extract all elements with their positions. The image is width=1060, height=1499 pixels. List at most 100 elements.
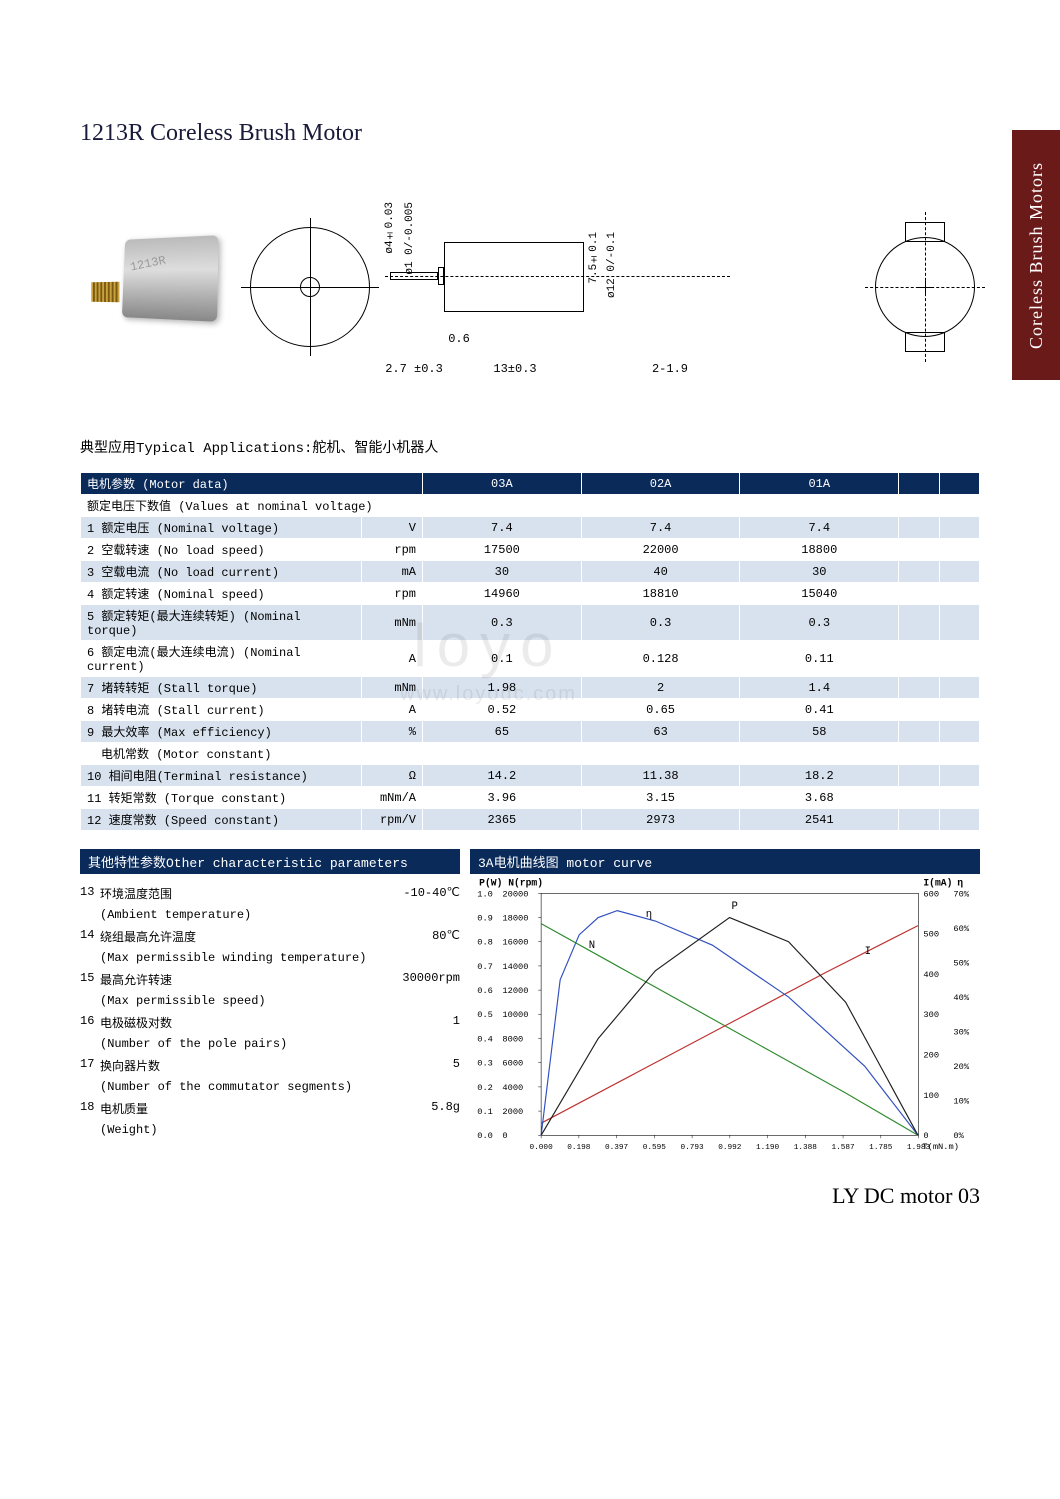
svg-text:40%: 40% <box>953 993 969 1003</box>
dim-shaft-inner: ø1 0/-0.005 <box>404 202 416 275</box>
row-value <box>940 539 979 560</box>
row-value: 3.96 <box>423 787 581 808</box>
svg-text:0.8: 0.8 <box>477 938 493 948</box>
row-value <box>940 605 979 640</box>
svg-text:18000: 18000 <box>502 913 528 923</box>
svg-text:400: 400 <box>923 970 939 980</box>
row-value: 2541 <box>740 809 898 830</box>
table-section: 电机常数 (Motor constant) <box>81 743 979 764</box>
svg-text:20%: 20% <box>953 1062 969 1072</box>
page-footer: LY DC motor 03 <box>832 1183 980 1209</box>
svg-text:1.0: 1.0 <box>477 889 493 899</box>
svg-text:300: 300 <box>923 1010 939 1020</box>
row-unit: mNm/A <box>362 787 422 808</box>
row-label: 12 速度常数 (Speed constant) <box>81 809 361 830</box>
row-value: 1.98 <box>423 677 581 698</box>
row-value <box>899 765 938 786</box>
row-label: 7 堵转转矩 (Stall torque) <box>81 677 361 698</box>
svg-text:1.190: 1.190 <box>756 1144 780 1152</box>
row-unit: mA <box>362 561 422 582</box>
row-value: 7.4 <box>740 517 898 538</box>
datasheet-page: Coreless Brush Motors 1213R Coreless Bru… <box>0 0 1060 1239</box>
row-value: 7.4 <box>423 517 581 538</box>
dim-shaft-dia: ø4±0.03 <box>384 202 396 254</box>
row-value <box>940 641 979 676</box>
row-unit: mNm <box>362 677 422 698</box>
svg-text:4000: 4000 <box>502 1083 523 1093</box>
row-value: 63 <box>582 721 740 742</box>
row-value <box>940 787 979 808</box>
row-unit: rpm <box>362 539 422 560</box>
typical-applications: 典型应用Typical Applications:舵机、智能小机器人 <box>80 437 980 457</box>
svg-text:N: N <box>589 940 595 952</box>
param-row: 17换向器片数5 <box>80 1054 460 1077</box>
row-label: 11 转矩常数 (Torque constant) <box>81 787 361 808</box>
page-title: 1213R Coreless Brush Motor <box>80 120 980 147</box>
svg-text:14000: 14000 <box>502 962 528 972</box>
table-row: 2 空载转速 (No load speed)rpm175002200018800 <box>81 539 979 560</box>
svg-text:600: 600 <box>923 889 939 899</box>
dim-body-dia: ø12 0/-0.1 <box>606 232 618 298</box>
row-value <box>899 583 938 604</box>
motor-curve-header: 3A电机曲线图 motor curve <box>470 849 980 874</box>
dim-body-h: 7.5±0.1 <box>588 232 600 284</box>
row-value: 0.3 <box>740 605 898 640</box>
row-value: 0.128 <box>582 641 740 676</box>
row-unit: % <box>362 721 422 742</box>
svg-text:0.2: 0.2 <box>477 1083 493 1093</box>
param-row: 14绕组最高允许温度80℃ <box>80 925 460 948</box>
row-value: 30 <box>423 561 581 582</box>
row-label: 8 堵转电流 (Stall current) <box>81 699 361 720</box>
row-value <box>940 765 979 786</box>
back-view-drawing <box>870 217 980 357</box>
svg-text:0.793: 0.793 <box>680 1144 704 1152</box>
row-value: 2 <box>582 677 740 698</box>
table-row: 4 额定转速 (Nominal speed)rpm149601881015040 <box>81 583 979 604</box>
svg-text:0%: 0% <box>953 1131 964 1141</box>
row-value <box>899 605 938 640</box>
row-label: 2 空载转速 (No load speed) <box>81 539 361 560</box>
svg-text:100: 100 <box>923 1091 939 1101</box>
row-value: 3.15 <box>582 787 740 808</box>
table-row: 6 额定电流(最大连续电流) (Nominal current)A0.10.12… <box>81 641 979 676</box>
row-value: 3.68 <box>740 787 898 808</box>
dim-shaft-len: 2.7 ±0.3 <box>382 362 446 376</box>
row-value: 0.3 <box>582 605 740 640</box>
row-value: 14.2 <box>423 765 581 786</box>
svg-text:12000: 12000 <box>502 986 528 996</box>
row-value: 17500 <box>423 539 581 560</box>
svg-text:20000: 20000 <box>502 889 528 899</box>
row-value: 18800 <box>740 539 898 560</box>
param-row: 13环境温度范围-10-40℃ <box>80 882 460 905</box>
motor-curve-chart: P(W)N(rpm)0.00.10.20.30.40.50.60.70.80.9… <box>470 874 980 1174</box>
svg-text:0: 0 <box>502 1131 507 1141</box>
row-value: 0.1 <box>423 641 581 676</box>
row-value: 18.2 <box>740 765 898 786</box>
row-value: 7.4 <box>582 517 740 538</box>
row-value: 2973 <box>582 809 740 830</box>
table-row: 7 堵转转矩 (Stall torque)mNm1.9821.4 <box>81 677 979 698</box>
svg-text:0: 0 <box>923 1131 928 1141</box>
svg-text:I: I <box>865 946 871 958</box>
row-label: 10 相间电阻(Terminal resistance) <box>81 765 361 786</box>
param-row-en: (Max permissible winding temperature) <box>80 948 460 968</box>
row-value <box>899 539 938 560</box>
svg-text:η: η <box>957 878 963 889</box>
dim-tab-len: 2-1.9 <box>640 362 700 376</box>
svg-text:8000: 8000 <box>502 1034 523 1044</box>
row-value: 0.11 <box>740 641 898 676</box>
svg-text:10000: 10000 <box>502 1010 528 1020</box>
row-unit: A <box>362 641 422 676</box>
row-value <box>940 583 979 604</box>
motor-data-table: 电机参数 (Motor data) 03A 02A 01A 额定电压下数值 (V… <box>80 472 980 831</box>
svg-text:0.397: 0.397 <box>605 1144 629 1152</box>
svg-text:0.3: 0.3 <box>477 1059 493 1069</box>
svg-text:N(rpm): N(rpm) <box>508 878 543 889</box>
svg-text:50%: 50% <box>953 958 969 968</box>
row-value <box>899 677 938 698</box>
row-value: 15040 <box>740 583 898 604</box>
row-value: 0.65 <box>582 699 740 720</box>
table-row: 10 相间电阻(Terminal resistance)Ω14.211.3818… <box>81 765 979 786</box>
row-value <box>940 517 979 538</box>
row-label: 5 额定转矩(最大连续转矩) (Nominal torque) <box>81 605 361 640</box>
